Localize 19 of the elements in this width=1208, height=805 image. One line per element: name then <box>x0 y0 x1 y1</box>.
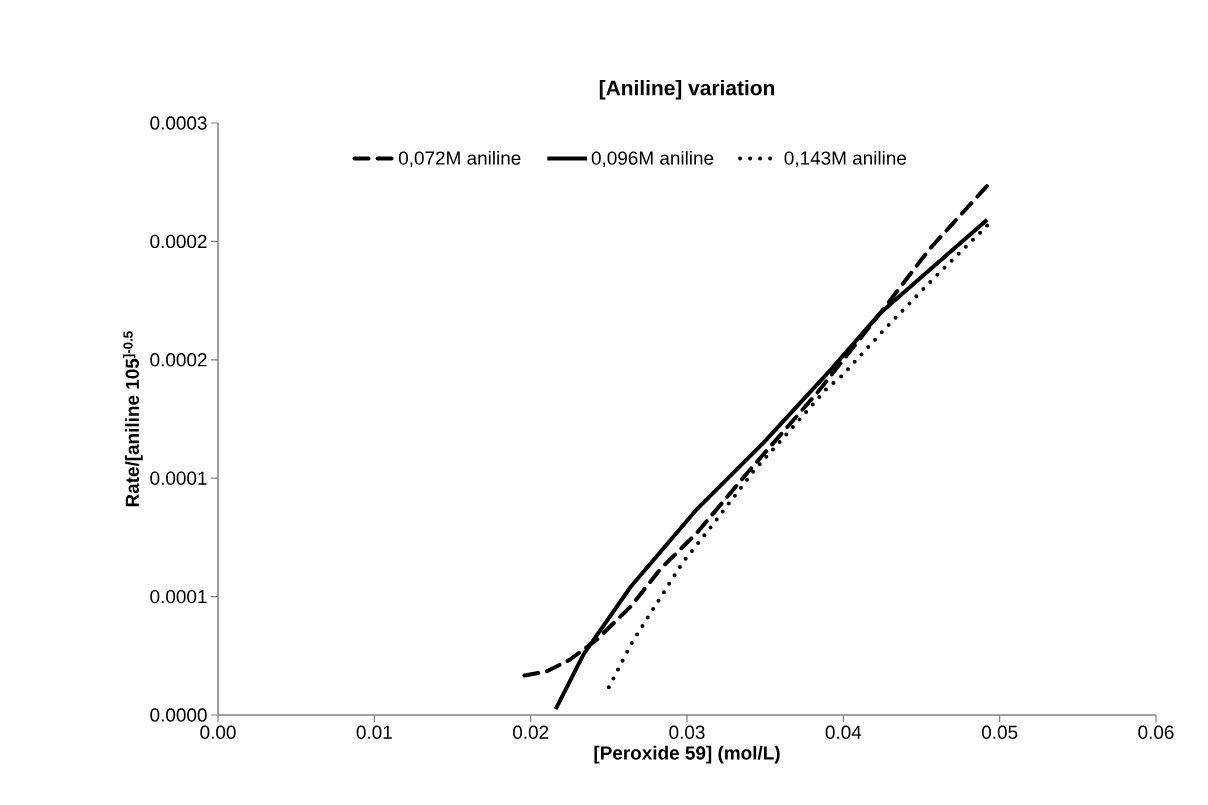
legend-label: 0,096M aniline <box>591 150 714 168</box>
y-tick-label: 0.0001 <box>150 471 207 485</box>
y-axis-title: Rate/[aniline 105$^{]-0.5}$ <box>122 331 143 507</box>
x-tick-label: 0.03 <box>669 725 705 739</box>
legend-label: 0,072M aniline <box>398 150 521 168</box>
y-tick-label: 0.0001 <box>150 589 207 604</box>
x-tick-label: 0.01 <box>356 725 392 739</box>
chart-title: [Aniline] variation <box>599 80 775 100</box>
x-tick-label: 0.06 <box>1138 725 1174 739</box>
legend-label: 0,143M aniline <box>784 150 907 168</box>
y-tick-label: 0.0000 <box>150 708 207 722</box>
x-tick-label: 0.05 <box>981 725 1018 739</box>
x-tick-label: 0.02 <box>512 725 549 739</box>
y-tick-label: 0.0003 <box>150 116 207 130</box>
y-tick-label: 0.0002 <box>150 234 207 249</box>
y-tick-label: 0.0002 <box>150 353 207 367</box>
x-tick-label: 0.00 <box>200 725 236 739</box>
x-axis-title: [Peroxide 59] (mol/L) <box>594 745 780 764</box>
x-tick-label: 0.04 <box>825 725 862 739</box>
